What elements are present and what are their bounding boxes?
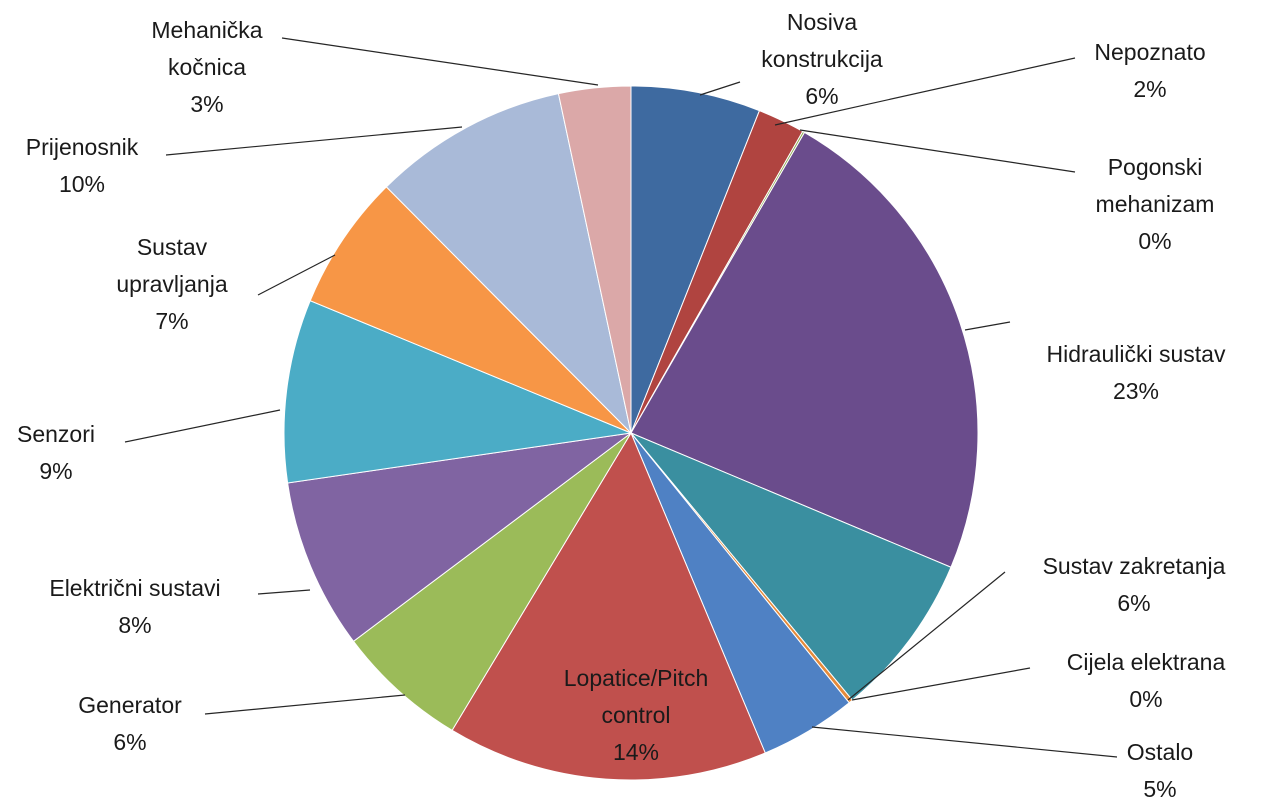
slice-percent-label: 7% [155,308,188,334]
pie-slice-hidraulicki-sustav [630,131,979,568]
pie-slices [283,85,979,781]
leader-line-nepoznato [774,57,1076,126]
slice-percent-label: 5% [1143,776,1176,802]
slice-name-label: Generator [78,692,182,718]
slice-name-label: upravljanja [116,271,227,297]
slice-name-label: Sustav zakretanja [1043,553,1226,579]
slice-percent-label: 8% [118,612,151,638]
slice-percent-label: 2% [1133,76,1166,102]
leader-line-senzori [124,409,281,443]
slice-label-ostalo: Ostalo 5% [1127,739,1193,802]
pie-slice-senzori [283,300,633,484]
slice-name-label: Nosiva [787,9,858,35]
slice-label-nosiva-konstrukcija: Nosiva konstrukcija 6% [761,9,883,109]
leader-line-prijenosnik [165,126,463,156]
pie-slice-mehanicka-kocnica [557,85,632,434]
slice-name-label: Sustav [137,234,208,260]
slice-label-elektricni-sustavi: Električni sustavi 8% [49,575,220,638]
leader-line-cijela-elektrana [851,667,1031,701]
slice-labels: Nosiva konstrukcija 6% Nepoznato 2% Pogonski m… [17,9,1226,802]
pie-slice-elektricni-sustavi [287,432,632,643]
slice-label-mehanicka-kocnica: Mehanička kočnica 3% [151,17,262,117]
slice-label-prijenosnik: Prijenosnik 10% [26,134,139,197]
leader-line-sustav-upravljanja [257,254,336,296]
slice-percent-label: 6% [113,729,146,755]
slice-percent-label: 23% [1113,378,1159,404]
slice-name-label: Lopatice/Pitch [564,665,708,691]
slice-name-label: Senzori [17,421,95,447]
pie-slice-sustav-upravljanja [309,186,632,434]
leader-line-nosiva-konstrukcija [699,81,741,96]
slice-percent-label: 9% [39,458,72,484]
slice-label-pogonski-mehanizam: Pogonski mehanizam 0% [1096,154,1215,254]
pie-slice-sustav-zakretanja [630,432,952,701]
leader-line-elektricni-sustavi [257,589,311,595]
slice-name-label: Mehanička [151,17,262,43]
slice-name-label: Električni sustavi [49,575,220,601]
slice-percent-label: 6% [1117,590,1150,616]
slice-percent-label: 14% [613,739,659,765]
slice-label-hidraulicki-sustav: Hidraulički sustav 23% [1047,341,1226,404]
slice-percent-label: 6% [805,83,838,109]
slice-name-label: Prijenosnik [26,134,139,160]
pie-slice-nosiva-konstrukcija [630,85,761,434]
slice-name-label: Pogonski [1108,154,1203,180]
leader-line-hidraulicki-sustav [964,321,1011,331]
slice-name-label: kočnica [168,54,246,80]
leader-line-ostalo [811,726,1118,758]
pie-slice-generator [352,432,632,732]
slice-name-label: mehanizam [1096,191,1215,217]
slice-label-sustav-zakretanja: Sustav zakretanja 6% [1043,553,1226,616]
slice-percent-label: 10% [59,171,105,197]
pie-slice-prijenosnik [385,93,632,435]
slice-name-label: konstrukcija [761,46,883,72]
slice-percent-label: 3% [190,91,223,117]
slice-name-label: Nepoznato [1094,39,1205,65]
slice-name-label: Cijela elektrana [1067,649,1226,675]
leader-line-pogonski-mehanizam [799,129,1076,173]
slice-name-label: control [601,702,670,728]
slice-label-senzori: Senzori 9% [17,421,95,484]
leader-line-generator [204,694,406,715]
slice-label-lopatice-pitch-control: Lopatice/Pitch control 14% [564,665,708,765]
slice-percent-label: 0% [1138,228,1171,254]
pie-slice-lopatice-pitch-control [451,431,766,781]
slice-label-nepoznato: Nepoznato 2% [1094,39,1205,102]
slice-label-generator: Generator 6% [78,692,182,755]
leader-line-sustav-zakretanja [847,571,1006,701]
leader-lines [124,37,1118,758]
slice-name-label: Ostalo [1127,739,1193,765]
slice-percent-label: 0% [1129,686,1162,712]
slice-label-cijela-elektrana: Cijela elektrana 0% [1067,649,1226,712]
slice-label-sustav-upravljanja: Sustav upravljanja 7% [116,234,227,334]
leader-line-mehanicka-kocnica [281,37,599,86]
slice-name-label: Hidraulički sustav [1047,341,1226,367]
